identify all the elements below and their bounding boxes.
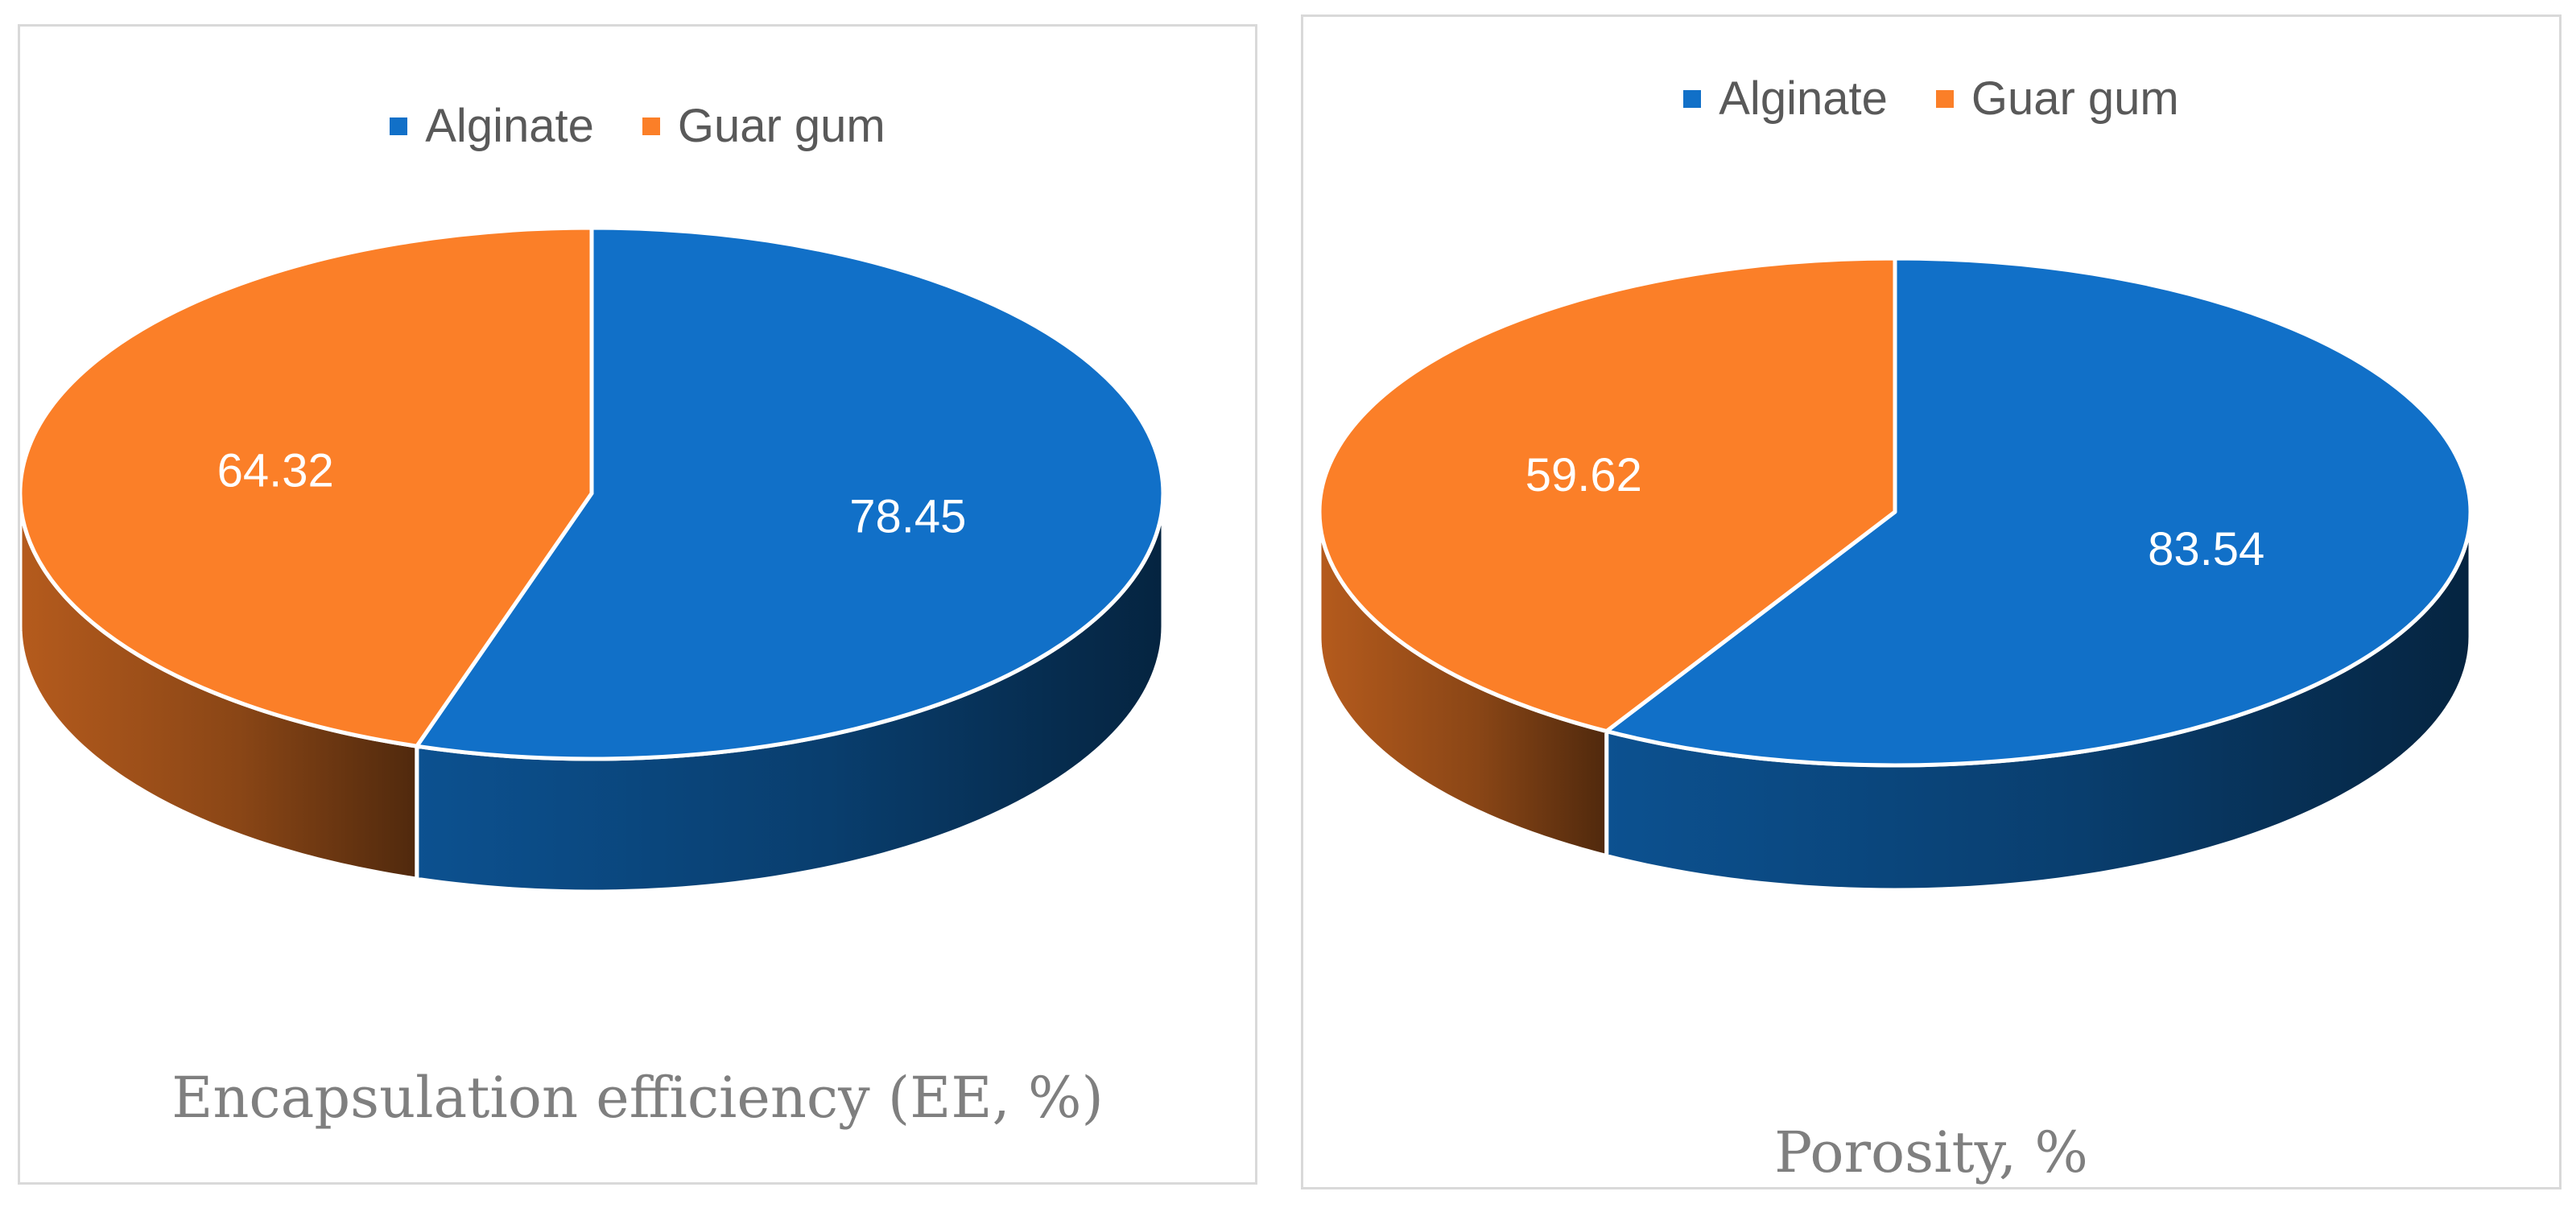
legend-item-guar-gum: Guar gum <box>1935 72 2179 126</box>
pie-slice-guar-gum <box>20 225 594 748</box>
data-label-guar-gum: 64.32 <box>217 444 334 497</box>
data-label-alginate: 78.45 <box>849 491 966 543</box>
legend-label-alginate: Alginate <box>425 100 594 152</box>
legend-label-alginate: Alginate <box>1719 72 1888 125</box>
legend-swatch-alginate <box>1683 89 1702 108</box>
legend-swatch-guar-gum <box>642 117 660 135</box>
legend-label-guar-gum: Guar gum <box>677 100 886 152</box>
data-label-guar-gum: 59.62 <box>1525 449 1642 501</box>
chart-panel-porosity: Alginate Guar gum 83.54 59.62 Porosity, % <box>1301 14 2562 1189</box>
chart-title-encapsulation: Encapsulation efficiency (EE, %) <box>171 1065 1104 1131</box>
pie-slice-guar-gum <box>1317 256 1897 734</box>
legend-swatch-alginate <box>390 117 408 135</box>
legend-item-alginate: Alginate <box>390 99 594 153</box>
legend-item-guar-gum: Guar gum <box>642 99 886 153</box>
legend: Alginate Guar gum <box>1303 72 2559 126</box>
pie-slice-alginate <box>415 225 1166 761</box>
pie-chart-encapsulation: 78.45 64.32 <box>20 225 1166 894</box>
chart-panel-encapsulation: Alginate Guar gum 78.45 64.32 Encapsulati… <box>18 24 1257 1185</box>
legend: Alginate Guar gum <box>20 99 1255 153</box>
chart-title-porosity: Porosity, % <box>1774 1119 2088 1185</box>
pie-chart-porosity: 83.54 59.62 <box>1317 256 2473 893</box>
legend-item-alginate: Alginate <box>1683 72 1888 126</box>
pie-slice-alginate <box>1604 256 2473 768</box>
legend-swatch-guar-gum <box>1935 89 1954 108</box>
legend-label-guar-gum: Guar gum <box>1971 72 2179 125</box>
data-label-alginate: 83.54 <box>2148 523 2264 575</box>
